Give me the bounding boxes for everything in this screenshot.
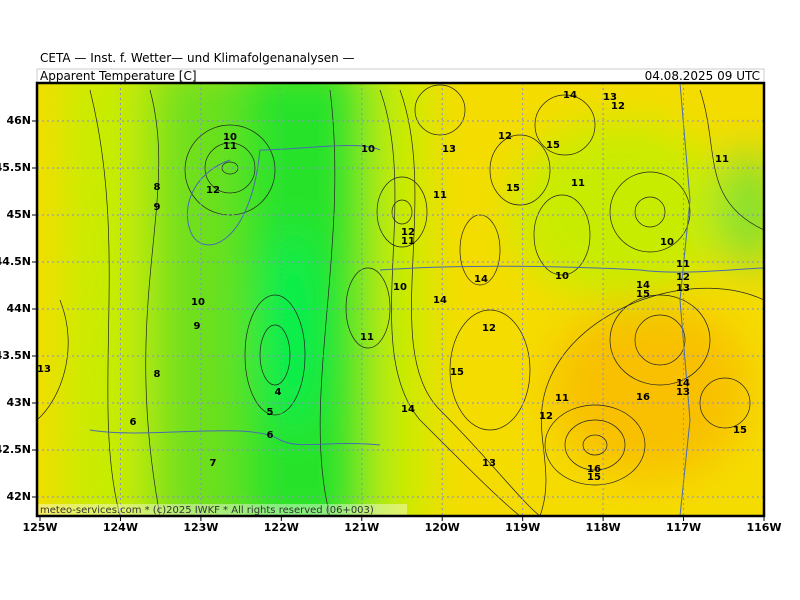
contour-label: 14	[636, 280, 650, 291]
subtitle: Apparent Temperature [C]	[40, 69, 197, 83]
contour-label: 13	[676, 283, 690, 294]
lon-label: 125W	[22, 521, 57, 534]
valid-time: 04.08.2025 09 UTC	[645, 69, 760, 83]
contour-label: 15	[587, 472, 601, 483]
title: CETA — Inst. f. Wetter— und Klimafolgena…	[40, 51, 355, 65]
lat-label: 43N	[6, 396, 31, 409]
contour-label: 10	[555, 271, 569, 282]
map-frame	[35, 81, 766, 518]
contour-label: 8	[154, 182, 161, 193]
contour-label: 12	[498, 131, 512, 142]
contour-label: 16	[636, 392, 650, 403]
lon-label: 121W	[344, 521, 379, 534]
contour-label: 14	[563, 90, 577, 101]
contour-label: 13	[603, 92, 617, 103]
contour-label: 11	[555, 393, 569, 404]
contour-label: 9	[194, 321, 201, 332]
lon-label: 117W	[666, 521, 701, 534]
contour-label: 10	[660, 237, 674, 248]
contour-label: 11	[401, 236, 415, 247]
contour-label: 12	[401, 227, 415, 238]
lat-label: 43.5N	[0, 349, 31, 362]
lat-label: 45.5N	[0, 161, 31, 174]
lat-label: 46N	[6, 114, 31, 127]
contour-label: 10	[361, 144, 375, 155]
lat-label: 44.5N	[0, 255, 31, 268]
lon-label: 118W	[586, 521, 621, 534]
axes: 125W 124W 123W 122W 121W 120W 119W 118W 117W 116W…	[0, 114, 782, 534]
contour-label: 10	[191, 297, 205, 308]
contour-label: 12	[676, 272, 690, 283]
contour-label: 4	[275, 387, 282, 398]
contour-label: 15	[450, 367, 464, 378]
contour-label: 13	[676, 387, 690, 398]
contour-label: 13	[482, 458, 496, 469]
contour-label: 13	[442, 144, 456, 155]
lon-label: 122W	[264, 521, 299, 534]
lon-label: 116W	[746, 521, 781, 534]
footer: meteo-services.com * (c)2025 IWKF * All …	[40, 505, 374, 516]
contours	[37, 84, 764, 516]
contour-label: 12	[539, 411, 553, 422]
borders	[89, 83, 764, 516]
contour-label: 12	[482, 323, 496, 334]
footer-bg	[37, 504, 407, 516]
graticule	[37, 83, 764, 516]
contour-label: 12	[611, 101, 625, 112]
contour-label: 11	[676, 259, 690, 270]
contour-label: 7	[210, 458, 217, 469]
contour-label: 12	[206, 185, 220, 196]
lat-label: 42N	[6, 490, 31, 503]
lat-label: 42.5N	[0, 443, 31, 456]
lat-label: 45N	[6, 208, 31, 221]
contour-label: 15	[636, 289, 650, 300]
contour-label: 10	[223, 132, 237, 143]
contour-label: 14	[676, 378, 690, 389]
contour-label: 11	[571, 178, 585, 189]
lon-label: 123W	[183, 521, 218, 534]
lon-label: 119W	[505, 521, 540, 534]
contour-label: 11	[360, 332, 374, 343]
contour-label: 14	[474, 274, 488, 285]
contour-label: 9	[154, 202, 161, 213]
contour-label: 6	[130, 417, 137, 428]
contour-label: 11	[223, 141, 237, 152]
contour-label: 14	[401, 404, 415, 415]
contour-label: 11	[433, 190, 447, 201]
contour-label: 10	[393, 282, 407, 293]
contour-label: 15	[546, 140, 560, 151]
contour-label: 13	[37, 364, 51, 375]
lon-label: 120W	[425, 521, 460, 534]
contour-label: 11	[715, 154, 729, 165]
contour-label: 5	[267, 407, 274, 418]
shading	[37, 83, 764, 516]
lat-label: 44N	[6, 302, 31, 315]
contour-label: 8	[154, 369, 161, 380]
contour-label: 15	[733, 425, 747, 436]
contour-label: 15	[506, 183, 520, 194]
contour-label: 14	[433, 295, 447, 306]
lon-label: 124W	[103, 521, 138, 534]
contour-label: 6	[267, 430, 274, 441]
contour-label: 16	[587, 464, 601, 475]
